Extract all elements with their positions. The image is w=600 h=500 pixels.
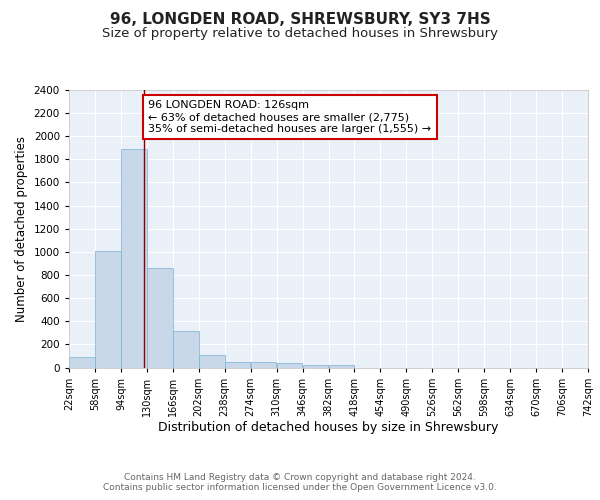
- Bar: [173, 330, 199, 368]
- Bar: [225, 362, 250, 368]
- Bar: [147, 268, 173, 368]
- X-axis label: Distribution of detached houses by size in Shrewsbury: Distribution of detached houses by size …: [158, 422, 499, 434]
- Bar: [329, 365, 354, 368]
- Text: 96, LONGDEN ROAD, SHREWSBURY, SY3 7HS: 96, LONGDEN ROAD, SHREWSBURY, SY3 7HS: [110, 12, 490, 28]
- Bar: [95, 250, 121, 368]
- Bar: [303, 365, 328, 368]
- Bar: [121, 149, 146, 368]
- Y-axis label: Number of detached properties: Number of detached properties: [15, 136, 28, 322]
- Bar: [69, 357, 95, 368]
- Bar: [277, 364, 302, 368]
- Bar: [251, 362, 277, 368]
- Text: Size of property relative to detached houses in Shrewsbury: Size of property relative to detached ho…: [102, 28, 498, 40]
- Text: Contains HM Land Registry data © Crown copyright and database right 2024.
Contai: Contains HM Land Registry data © Crown c…: [103, 473, 497, 492]
- Text: 96 LONGDEN ROAD: 126sqm
← 63% of detached houses are smaller (2,775)
35% of semi: 96 LONGDEN ROAD: 126sqm ← 63% of detache…: [148, 100, 431, 134]
- Bar: [199, 355, 224, 368]
